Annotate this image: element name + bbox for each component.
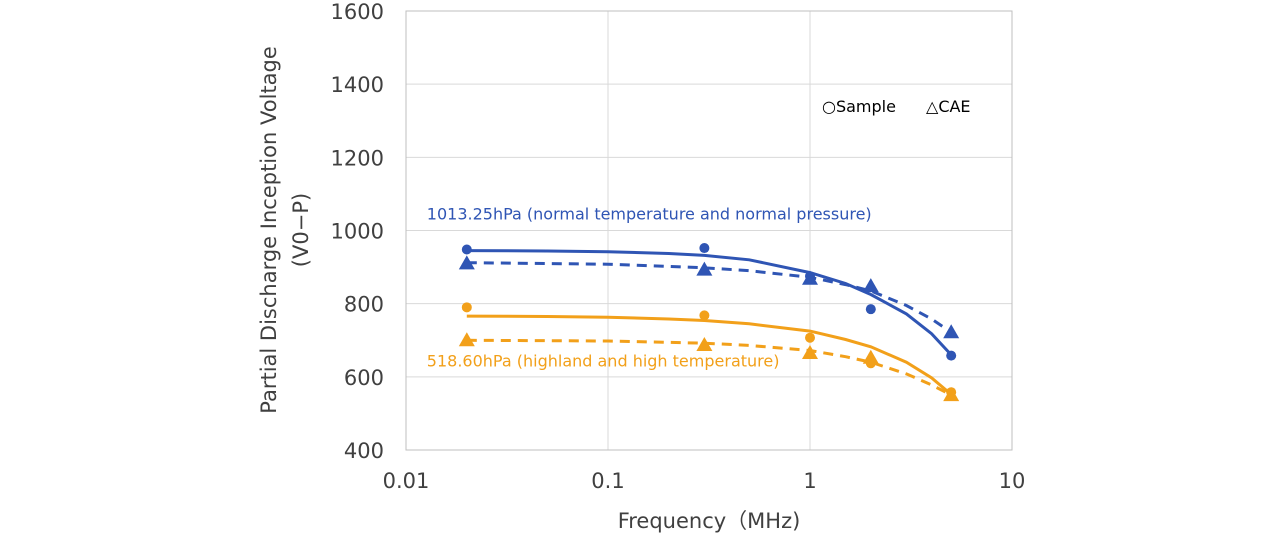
series-annotation: 518.60hPa (highland and high temperature… xyxy=(427,352,780,371)
data-point-triangle xyxy=(802,270,818,285)
legend-item-cae: △CAE xyxy=(926,97,971,116)
data-point-triangle xyxy=(802,345,818,360)
fit-line xyxy=(466,249,953,356)
data-point-circle xyxy=(805,332,815,343)
x-tick-label: 0.1 xyxy=(591,469,624,493)
fit-line xyxy=(466,261,953,334)
data-point-triangle xyxy=(943,387,960,402)
annotations: 1013.25hPa (normal temperature and norma… xyxy=(427,205,872,371)
series-cae-1 xyxy=(458,255,960,339)
data-point-triangle xyxy=(696,261,713,276)
data-point-circle xyxy=(946,350,957,361)
x-tick-label: 10 xyxy=(999,469,1026,493)
legend: ○Sample △CAE xyxy=(822,97,971,116)
legend-symbol-circle-icon: ○ xyxy=(822,97,836,116)
legend-symbol-triangle-icon: △ xyxy=(926,97,939,116)
data-point-circle xyxy=(699,243,710,254)
y-tick-label: 1200 xyxy=(331,146,384,170)
data-point-triangle xyxy=(458,255,475,270)
grid xyxy=(405,10,1013,451)
y-tick-label: 800 xyxy=(344,293,384,317)
plot-frame xyxy=(405,10,1013,451)
fit-line xyxy=(466,338,952,397)
fit-line xyxy=(466,314,953,396)
x-tick-label: 0.01 xyxy=(383,469,430,493)
data-point-circle xyxy=(699,310,710,321)
data-point-triangle xyxy=(458,332,475,347)
data-point-circle xyxy=(461,302,472,313)
series-annotation: 1013.25hPa (normal temperature and norma… xyxy=(427,205,872,224)
y-tick-label: 1000 xyxy=(331,220,384,244)
legend-label-cae: CAE xyxy=(938,97,970,116)
legend-item-sample: ○Sample xyxy=(822,97,896,116)
data-point-circle xyxy=(865,304,876,315)
y-tick-label: 1400 xyxy=(331,73,384,97)
x-axis-title: Frequency（MHz) xyxy=(618,509,801,533)
series-cae-3 xyxy=(458,332,960,402)
legend-label-sample: Sample xyxy=(836,97,896,116)
y-tick-label: 400 xyxy=(344,439,384,463)
y-axis-title-line1: Partial Discharge Inception Voltage xyxy=(257,46,281,414)
data-point-triangle xyxy=(696,337,713,352)
data-point-triangle xyxy=(943,324,960,339)
data-point-triangle xyxy=(862,349,879,364)
series-sample-2 xyxy=(461,302,957,398)
data-point-circle xyxy=(461,244,472,255)
x-tick-label: 1 xyxy=(803,469,816,493)
y-tick-label: 600 xyxy=(344,366,384,390)
series xyxy=(458,243,960,402)
y-tick-label: 1600 xyxy=(331,0,384,24)
tick-labels: 0.01 0.1 1 10 400 600 800 1000 1200 1400 1600 xyxy=(331,0,1026,493)
data-point-triangle xyxy=(862,278,879,293)
y-axis-title-line2: (V0−P) xyxy=(289,193,313,267)
